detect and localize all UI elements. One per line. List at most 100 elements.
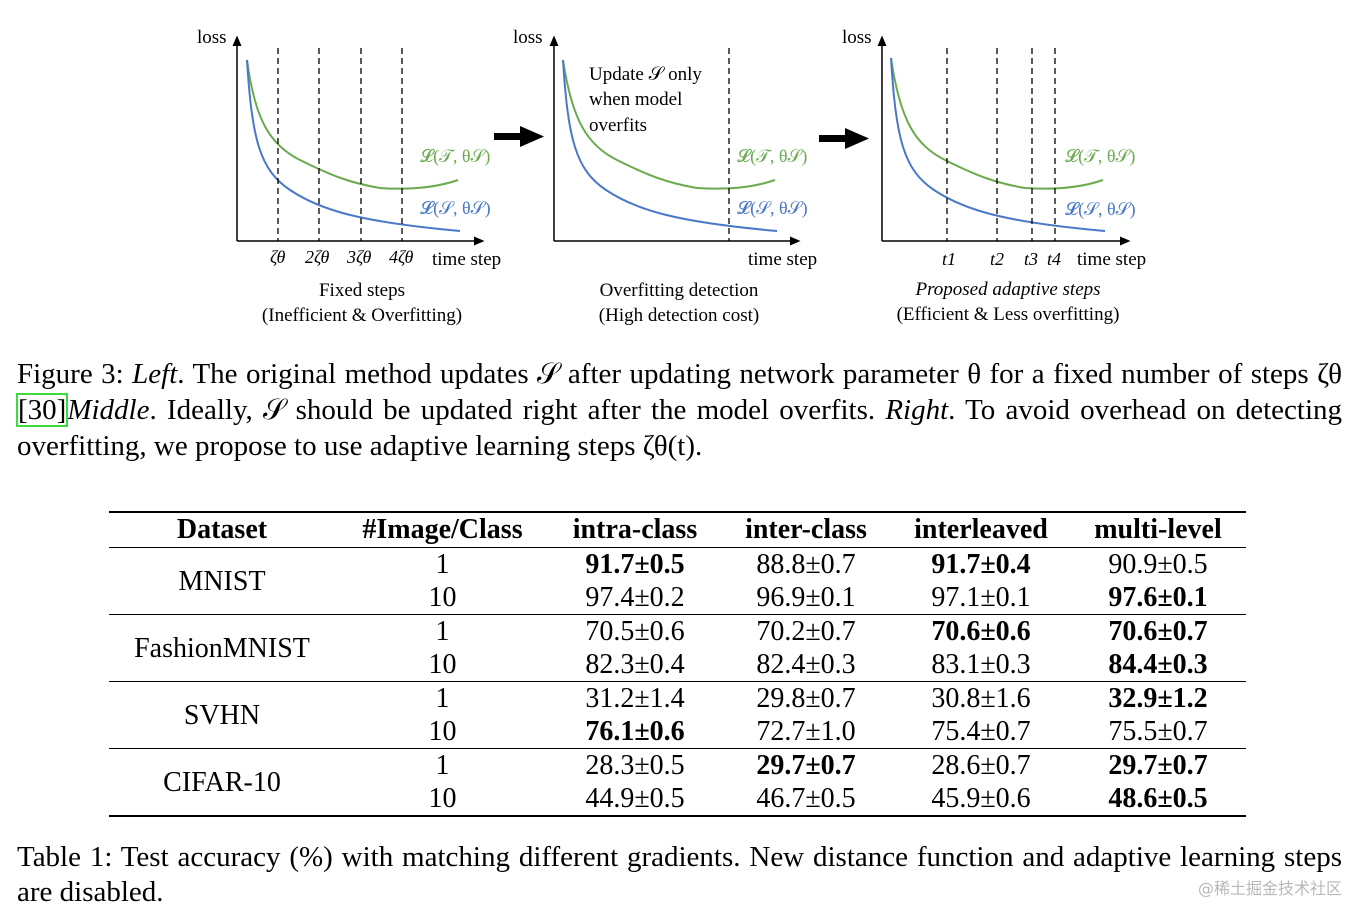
images-per-class-cell: 1 (435, 549, 450, 580)
dataset-cell: CIFAR-10 (163, 766, 281, 798)
accuracy-cell: 82.3±0.4 (585, 649, 685, 680)
accuracy-cell: 91.7±0.5 (585, 549, 685, 580)
dataset-cell: MNIST (178, 565, 266, 597)
accuracy-cell: 90.9±0.5 (1108, 549, 1208, 580)
tick-label: t4 (1047, 249, 1061, 269)
accuracy-cell: 97.1±0.1 (931, 582, 1031, 613)
citation-link[interactable]: [30] (15, 393, 69, 427)
accuracy-cell: 28.6±0.7 (931, 750, 1031, 781)
accuracy-cell: 76.1±0.6 (585, 716, 685, 747)
images-per-class-cell: 10 (428, 582, 457, 613)
table-row: SVHN 1 31.2±1.4 29.8±0.7 30.8±1.6 32.9±1… (109, 682, 1246, 731)
table-row: FashionMNIST 1 70.5±0.6 70.2±0.7 70.6±0.… (109, 615, 1246, 664)
column-header: Dataset (176, 514, 268, 545)
y-axis-label: loss (513, 27, 543, 48)
figure-caption: Figure 3: Left. The original method upda… (15, 356, 1343, 464)
accuracy-cell: 46.7±0.5 (756, 783, 856, 814)
caption-text: . Ideally, 𝒮 should be updated right aft… (149, 394, 886, 426)
arrow-right (819, 128, 869, 149)
accuracy-cell: 97.6±0.1 (1108, 582, 1208, 613)
results-table: Dataset #Image/Class intra-class inter-c… (109, 511, 1246, 817)
caption-left: Left (132, 358, 178, 390)
curve-label-test: 𝓛(𝒯, θ𝒮) (737, 146, 807, 167)
tick-label: ζθ (270, 247, 286, 267)
accuracy-cell: 31.2±1.4 (585, 683, 685, 714)
caption-middle: Middle (67, 394, 150, 426)
tick-label: 4ζθ (389, 247, 414, 267)
accuracy-cell: 48.6±0.5 (1108, 783, 1208, 814)
tick-label: t2 (990, 249, 1004, 269)
panel-caption: (Inefficient & Overfitting) (262, 305, 462, 326)
table-row: 10 82.3±0.4 82.4±0.3 83.1±0.3 84.4±0.3 (109, 648, 1246, 682)
accuracy-cell: 83.1±0.3 (931, 649, 1031, 680)
note-text: when model (589, 89, 682, 110)
table-group: FashionMNIST 1 70.5±0.6 70.2±0.7 70.6±0.… (109, 615, 1246, 682)
curve-train-loss (246, 59, 461, 232)
images-per-class-cell: 10 (428, 783, 457, 814)
curve-label-test: 𝓛(𝒯, θ𝒮) (1065, 146, 1135, 167)
column-header: interleaved (914, 514, 1048, 545)
x-axis-label: time step (1077, 249, 1146, 270)
panel-adaptive-steps: loss 𝓛(𝒯, θ𝒮) 𝓛(𝒮, θ𝒮) t1 t2 t3 t4 time … (842, 27, 1146, 325)
images-per-class-cell: 10 (428, 649, 457, 680)
images-per-class-cell: 10 (428, 716, 457, 747)
accuracy-cell: 97.4±0.2 (585, 582, 685, 613)
curve-train-loss (890, 57, 1106, 232)
table-group: CIFAR-10 1 28.3±0.5 29.7±0.7 28.6±0.7 29… (109, 749, 1246, 816)
note-text: Update 𝒮 only (589, 64, 702, 85)
accuracy-cell: 70.2±0.7 (756, 616, 856, 647)
arrow-right (494, 126, 544, 147)
column-header: intra-class (572, 514, 698, 545)
table-group: SVHN 1 31.2±1.4 29.8±0.7 30.8±1.6 32.9±1… (109, 682, 1246, 749)
curve-label-train: 𝓛(𝒮, θ𝒮) (420, 198, 491, 219)
panel-overfitting-detection: loss Update 𝒮 only when model overfits 𝓛… (513, 27, 817, 326)
accuracy-cell: 84.4±0.3 (1108, 649, 1208, 680)
caption-right: Right (885, 394, 949, 426)
watermark: @稀土掘金技术社区 (1197, 879, 1342, 898)
caption-label: Figure 3: (17, 358, 124, 390)
accuracy-cell: 70.6±0.6 (931, 616, 1031, 647)
panel-caption: Fixed steps (319, 280, 405, 301)
table-header-row: Dataset #Image/Class intra-class inter-c… (109, 512, 1246, 548)
table-row: 10 44.9±0.5 46.7±0.5 45.9±0.6 48.6±0.5 (109, 782, 1246, 816)
accuracy-cell: 44.9±0.5 (585, 783, 685, 814)
accuracy-cell: 91.7±0.4 (931, 549, 1031, 580)
accuracy-cell: 29.8±0.7 (756, 683, 856, 714)
caption-text: . To avoid overhead on detecting overfit… (17, 394, 1343, 462)
accuracy-cell: 30.8±1.6 (931, 683, 1031, 714)
tick-label: t3 (1024, 249, 1038, 269)
curve-label-train: 𝓛(𝒮, θ𝒮) (737, 198, 808, 219)
table-row: MNIST 1 91.7±0.5 88.8±0.7 91.7±0.4 90.9±… (109, 548, 1246, 597)
accuracy-cell: 75.4±0.7 (931, 716, 1031, 747)
accuracy-cell: 88.8±0.7 (756, 549, 856, 580)
images-per-class-cell: 1 (435, 683, 450, 714)
x-axis-label: time step (432, 249, 501, 270)
curve-label-train: 𝓛(𝒮, θ𝒮) (1065, 199, 1136, 220)
curve-label-test: 𝓛(𝒯, θ𝒮) (420, 146, 490, 167)
table-row: CIFAR-10 1 28.3±0.5 29.7±0.7 28.6±0.7 29… (109, 749, 1246, 798)
figure-3: loss 𝓛(𝒯, θ𝒮) 𝓛(𝒮, θ𝒮) ζθ 2ζθ 3ζθ 4ζθ ti… (197, 27, 1146, 326)
y-axis-label: loss (842, 27, 872, 48)
table-caption: Table 1: Test accuracy (%) with matching… (17, 841, 1342, 908)
tick-label: 3ζθ (346, 247, 372, 267)
panel-caption: Overfitting detection (600, 280, 759, 301)
table-row: 10 76.1±0.6 72.7±1.0 75.4±0.7 75.5±0.7 (109, 715, 1246, 749)
note-text: overfits (589, 115, 647, 136)
accuracy-cell: 70.5±0.6 (585, 616, 685, 647)
dataset-cell: SVHN (183, 699, 261, 731)
curve-test-loss (890, 57, 1104, 190)
accuracy-cell: 32.9±1.2 (1108, 683, 1208, 714)
curve-test-loss (562, 59, 776, 190)
tick-label: 2ζθ (305, 247, 330, 267)
accuracy-cell: 28.3±0.5 (585, 750, 685, 781)
accuracy-cell: 82.4±0.3 (756, 649, 856, 680)
panel-caption: Proposed adaptive steps (914, 279, 1100, 300)
table-group: MNIST 1 91.7±0.5 88.8±0.7 91.7±0.4 90.9±… (109, 548, 1246, 615)
y-axis-label: loss (197, 27, 227, 48)
dataset-cell: FashionMNIST (134, 632, 310, 664)
accuracy-cell: 70.6±0.7 (1108, 616, 1208, 647)
panel-fixed-steps: loss 𝓛(𝒯, θ𝒮) 𝓛(𝒮, θ𝒮) ζθ 2ζθ 3ζθ 4ζθ ti… (197, 27, 501, 326)
images-per-class-cell: 1 (435, 616, 450, 647)
column-header: #Image/Class (362, 514, 523, 545)
curve-test-loss (246, 59, 459, 190)
